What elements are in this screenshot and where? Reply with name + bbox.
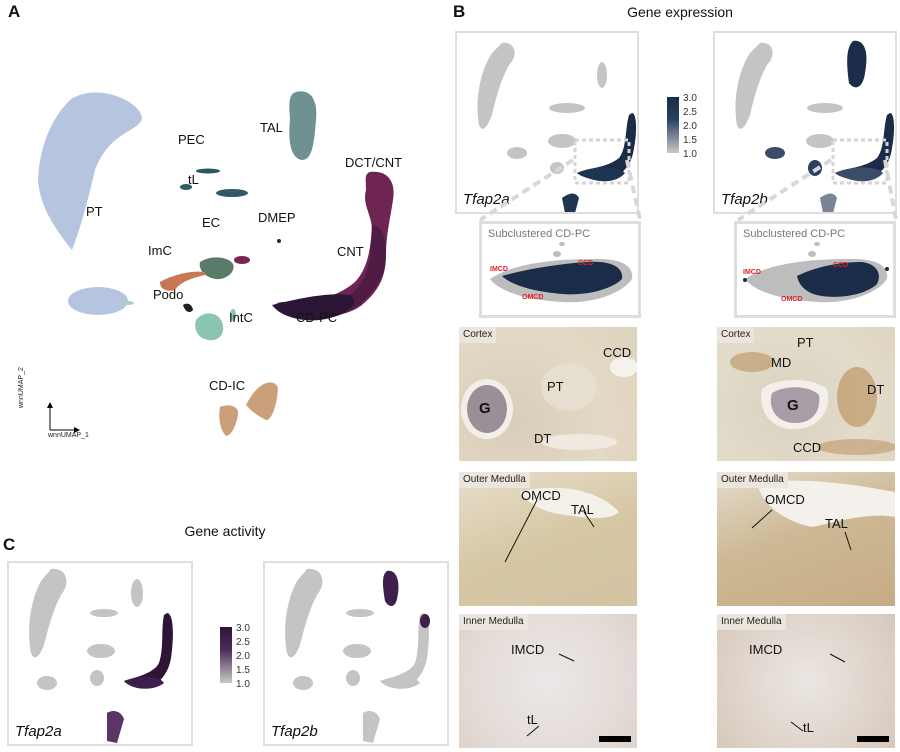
inner-medulla-tissue-image xyxy=(790,653,846,732)
histology-label-imcd: IMCD xyxy=(749,642,783,657)
histology-label-g: G xyxy=(479,400,491,417)
colorbar-tick: 2.0 xyxy=(683,121,697,132)
subcluster-title: Subclustered CD-PC xyxy=(743,228,846,240)
panel-letter-c: C xyxy=(3,535,16,554)
subcluster-label-imcd: IMCD xyxy=(743,269,761,276)
subcluster-label-ccd: CCD xyxy=(833,262,849,269)
histology-label-g: G xyxy=(787,397,799,414)
histology-outer-medulla-tfap2a: Outer Medulla OMCD TAL xyxy=(459,472,637,606)
histology-region-label: Inner Medulla xyxy=(717,614,786,630)
histology-cortex-tfap2a: Cortex CCD PT G DT xyxy=(459,327,637,461)
cluster-label-tl: tL xyxy=(188,172,199,187)
histology-cortex-tfap2b: Cortex PT MD G DT CCD xyxy=(717,327,895,461)
panel-letter-a: A xyxy=(8,2,21,21)
colorbar-tick: 2.5 xyxy=(683,107,697,118)
gene-activity-umap-tfap2b: Tfap2b xyxy=(263,561,449,746)
histology-region-label: Cortex xyxy=(459,327,497,343)
histology-label-tal: TAL xyxy=(825,516,848,531)
histology-label-tal: TAL xyxy=(571,502,594,517)
colorbar-tick: 1.5 xyxy=(236,665,250,676)
umap-cluster-plot: PT PEC tL TAL DCT/CNT DMEP EC ImC CNT Po… xyxy=(0,20,440,460)
scale-bar xyxy=(857,736,889,742)
histology-label-omcd: OMCD xyxy=(521,488,561,503)
cluster-label-cd-pc: CD-PC xyxy=(296,310,338,325)
gene-activity-umap-tfap2a: Tfap2a xyxy=(7,561,193,746)
cluster-label-pec: PEC xyxy=(178,132,205,147)
cluster-label-imc: ImC xyxy=(148,243,172,258)
colorbar-tick: 3.0 xyxy=(236,623,250,634)
cortex-tissue-image xyxy=(730,352,895,455)
cluster-label-dct-cnt: DCT/CNT xyxy=(345,155,403,170)
histology-label-imcd: IMCD xyxy=(511,642,545,657)
subcluster-scatter-tfap2b xyxy=(743,242,889,303)
subcluster-scatter-tfap2a xyxy=(490,242,633,303)
cortex-tissue-image xyxy=(461,357,637,450)
expression-scatter-tfap2a xyxy=(477,42,637,212)
colorbar-tick: 1.0 xyxy=(236,679,250,690)
inner-medulla-tissue-image xyxy=(526,653,575,737)
cluster-label-ec: EC xyxy=(202,215,221,230)
cluster-label-podo: Podo xyxy=(153,287,184,302)
subcluster-label-omcd: OMCD xyxy=(522,294,544,301)
activity-colorbar-gradient xyxy=(220,627,232,683)
umap-cluster-scatter xyxy=(38,91,394,436)
histology-region-label: Cortex xyxy=(717,327,755,343)
subcluster-label-omcd: OMCD xyxy=(781,296,803,303)
panel-letter-b: B xyxy=(453,2,466,21)
expression-colorbar: 3.0 2.5 2.0 1.5 1.0 xyxy=(667,93,707,160)
subcluster-label-ccd: CCD xyxy=(578,260,594,267)
expression-colorbar-gradient xyxy=(667,97,679,153)
colorbar-tick: 2.5 xyxy=(236,637,250,648)
histology-label-md: MD xyxy=(771,355,792,370)
cluster-label-tal: TAL xyxy=(260,120,283,135)
cluster-label-intc: IntC xyxy=(229,310,253,325)
outer-medulla-tissue-image xyxy=(504,487,619,563)
activity-colorbar: 3.0 2.5 2.0 1.5 1.0 xyxy=(220,623,260,690)
expression-scatter-tfap2b xyxy=(735,40,895,212)
gene-label-tfap2a-expression: Tfap2a xyxy=(463,191,510,208)
outer-medulla-tissue-image xyxy=(751,480,895,551)
colorbar-tick: 3.0 xyxy=(683,93,697,104)
histology-label-omcd: OMCD xyxy=(765,492,805,507)
colorbar-tick: 1.5 xyxy=(683,135,697,146)
histology-label-tl: tL xyxy=(803,720,814,735)
histology-label-pt: PT xyxy=(547,379,564,394)
gene-expression-umap-tfap2b: Tfap2b xyxy=(713,31,897,214)
cluster-label-pt: PT xyxy=(86,204,103,219)
histology-inner-medulla-tfap2b: Inner Medulla IMCD tL xyxy=(717,614,895,748)
subcluster-label-imcd: IMCD xyxy=(490,266,508,273)
subcluster-title: Subclustered CD-PC xyxy=(488,228,591,240)
histology-label-ccd: CCD xyxy=(603,345,632,360)
activity-scatter-tfap2b xyxy=(285,568,430,743)
histology-region-label: Outer Medulla xyxy=(459,472,530,488)
histology-inner-medulla-tfap2a: Inner Medulla IMCD tL xyxy=(459,614,637,748)
histology-label-ccd: CCD xyxy=(793,440,822,455)
gene-label-tfap2b-expression: Tfap2b xyxy=(721,191,768,208)
gene-expression-title: Gene expression xyxy=(627,4,733,20)
subcluster-cd-pc-tfap2b: Subclustered CD-PC IMCD CCD OMCD xyxy=(734,221,896,318)
histology-region-label: Outer Medulla xyxy=(717,472,788,488)
cluster-label-cd-ic: CD-IC xyxy=(209,378,246,393)
colorbar-tick: 1.0 xyxy=(683,149,697,160)
histology-label-pt: PT xyxy=(797,335,814,350)
histology-label-dt: DT xyxy=(534,431,552,446)
histology-region-label: Inner Medulla xyxy=(459,614,528,630)
histology-label-dt: DT xyxy=(867,382,885,397)
colorbar-tick: 2.0 xyxy=(236,651,250,662)
gene-label-tfap2a-activity: Tfap2a xyxy=(15,723,62,740)
gene-expression-umap-tfap2a: Tfap2a xyxy=(455,31,639,214)
cluster-label-cnt: CNT xyxy=(337,244,364,259)
cluster-label-dmep: DMEP xyxy=(258,210,296,225)
histology-outer-medulla-tfap2b: Outer Medulla OMCD TAL xyxy=(717,472,895,606)
gene-label-tfap2b-activity: Tfap2b xyxy=(271,723,318,740)
subcluster-cd-pc-tfap2a: Subclustered CD-PC IMCD CCD OMCD xyxy=(479,221,641,318)
activity-scatter-tfap2a xyxy=(29,568,173,743)
gene-activity-title: Gene activity xyxy=(184,523,266,539)
umap-x-axis-label: wnnUMAP_1 xyxy=(48,432,89,439)
scale-bar xyxy=(599,736,631,742)
histology-label-tl: tL xyxy=(527,712,538,727)
umap-y-axis-label: wnnUMAP_2 xyxy=(18,367,25,408)
